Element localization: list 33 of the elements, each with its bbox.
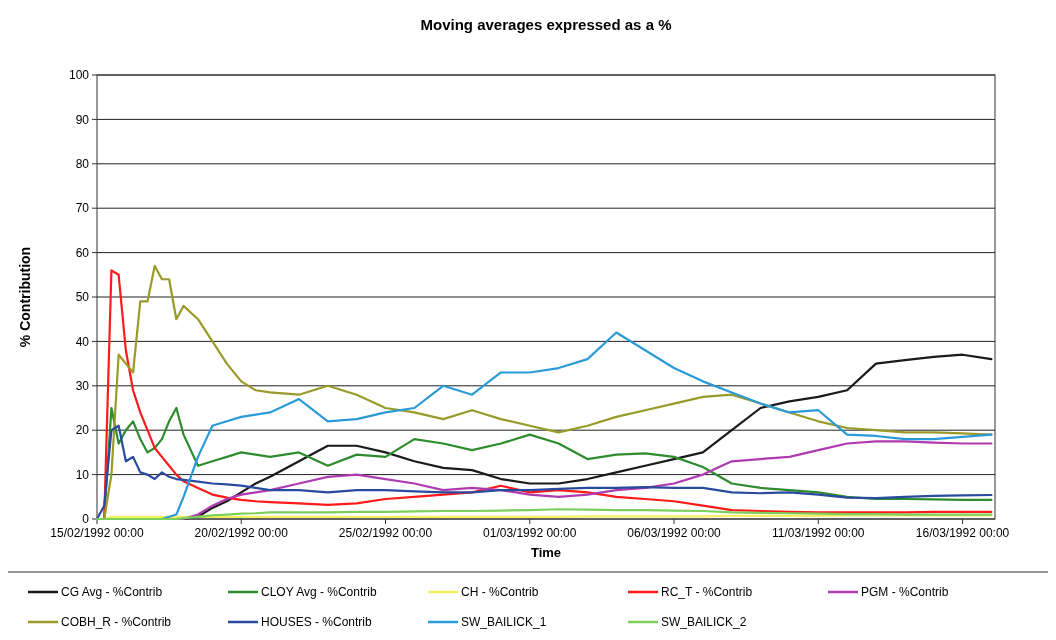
x-tick-label: 20/02/1992 00:00 (194, 526, 289, 540)
legend-label: RC_T - %Contrib (661, 585, 753, 600)
legend-label: CH - %Contrib (461, 585, 539, 600)
x-tick-label: 06/03/1992 00:00 (627, 526, 722, 540)
x-tick-label: 16/03/1992 00:00 (915, 526, 1010, 540)
x-tick-label: 15/02/1992 00:00 (50, 526, 145, 540)
y-tick-label: 50 (75, 290, 90, 305)
line-series (95, 508, 993, 521)
y-tick-label: 100 (68, 68, 90, 83)
y-tick-label: 20 (75, 423, 90, 438)
y-tick-label: 10 (75, 467, 90, 482)
y-tick-label: 70 (75, 201, 90, 216)
x-tick-label: 01/03/1992 00:00 (483, 526, 577, 540)
y-tick-label: 80 (75, 157, 90, 171)
y-axis-title: % Contribution (17, 246, 33, 348)
y-tick-label: 30 (75, 379, 90, 393)
y-tick-label: 90 (75, 112, 90, 127)
chart-title: Moving averages expressed as a % (420, 16, 672, 33)
x-axis-title: Time (530, 545, 562, 560)
x-tick-label: 11/03/1992 00:00 (772, 526, 865, 540)
line-series (95, 424, 993, 521)
legend-label: CG Avg - %Contrib (61, 585, 163, 600)
y-tick-label: 0 (82, 512, 90, 527)
legend-label: SW_BAILICK_2 (661, 615, 747, 630)
legend-label: PGM - %Contrib (861, 585, 949, 600)
y-tick-label: 40 (75, 334, 90, 349)
line-series (160, 331, 993, 521)
legend-label: SW_BAILICK_1 (461, 615, 547, 630)
legend-label: COBH_R - %Contrib (61, 615, 172, 630)
legend-label: HOUSES - %Contrib (261, 615, 373, 630)
x-tick-label: 25/02/1992 00:00 (338, 526, 433, 540)
legend-label: CLOY Avg - %Contrib (261, 585, 377, 600)
y-tick-label: 60 (75, 245, 90, 260)
